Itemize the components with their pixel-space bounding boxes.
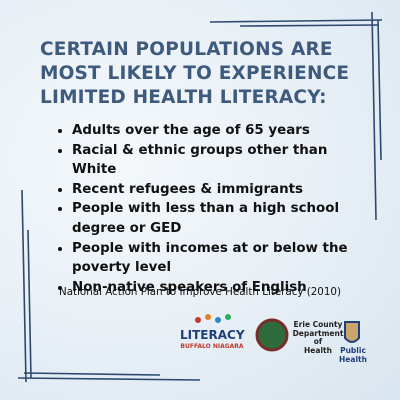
bullet-item: People with less than a high school degr… — [72, 199, 372, 238]
erie-line: Department of — [292, 328, 344, 346]
bullet-list: Adults over the age of 65 yearsRacial & … — [58, 121, 372, 297]
bullet-item: Racial & ethnic groups other than White — [72, 141, 372, 180]
title: CERTAIN POPULATIONS ARE MOST LIKELY TO E… — [40, 38, 349, 110]
title-line: LIMITED HEALTH LITERACY: — [40, 87, 327, 108]
source: National Action Plan to Improve Health L… — [59, 286, 341, 298]
erie-line: Health — [304, 345, 332, 355]
bullet-item: Recent refugees & immigrants — [72, 180, 372, 200]
bullet-item: Adults over the age of 65 years — [72, 121, 372, 141]
erie-line: Erie County — [293, 320, 343, 329]
erie-seal — [255, 318, 289, 352]
public-health-shield — [344, 321, 360, 343]
literacy-figures — [195, 314, 231, 323]
bullet-item: Non-native speakers of English — [72, 278, 372, 298]
literacy-name: LITERACY — [180, 328, 245, 342]
public-health-text: Public Health — [339, 346, 367, 364]
bullet-item: People with incomes at or below the pove… — [72, 239, 372, 278]
erie-text: Erie County Department of Health — [288, 320, 348, 355]
literacy-region: BUFFALO NIAGARA — [180, 343, 244, 350]
title-line: CERTAIN POPULATIONS ARE — [40, 39, 333, 60]
title-line: MOST LIKELY TO EXPERIENCE — [40, 63, 350, 84]
